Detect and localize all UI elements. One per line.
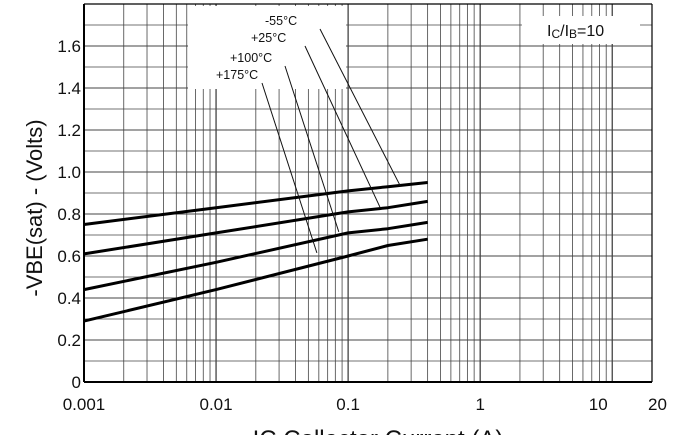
annotation-leader [304,45,381,208]
x-tick-label: 0.001 [63,395,106,414]
series-line [83,220,428,292]
y-tick-label: 0.4 [57,289,81,308]
y-tick-label: 1.4 [57,79,81,98]
annotation-leader [319,28,402,187]
x-tick-label: 1 [475,395,484,414]
series-label: +175°C [216,68,258,82]
grid [83,4,653,382]
x-tick-label: 0.1 [336,395,360,414]
y-tick-label: 0.8 [57,205,81,224]
series-line [83,181,428,226]
x-tick-label: 0.01 [200,395,233,414]
condition-box [522,16,640,44]
condition-label: IC/IB=10 [547,23,604,41]
series-label: +100°C [230,51,272,65]
annotation-leader [284,65,340,233]
y-tick-label: 1.6 [57,37,81,56]
series-line [83,199,428,256]
series-annotations: -55°C +25°C +100°C +175°C [216,14,402,254]
y-axis-label: -VBE(sat) - (Volts) [22,119,47,296]
y-tick-label: 1.0 [57,163,81,182]
label-mask [188,6,640,89]
x-tick-label: 20 [648,395,667,414]
annotation-leader [261,82,318,254]
y-tick-label: 0 [72,373,81,392]
y-tick-label: 1.2 [57,121,81,140]
y-tick-label: 0.6 [57,247,81,266]
tick-labels: 0.001 0.01 0.1 1 10 20 0 0.2 0.4 0.6 0.8 1.0 1.2 1.4 1… [57,37,667,414]
series-label: +25°C [251,31,286,45]
series-lines [83,181,428,323]
x-axis-label: IC Collector Current (A) [253,426,504,435]
x-tick-label: 10 [589,395,608,414]
plot-frame [83,3,653,383]
annotation-box [188,6,346,89]
y-tick-label: 0.2 [57,331,81,350]
series-line [83,237,428,323]
series-label: -55°C [265,14,297,28]
